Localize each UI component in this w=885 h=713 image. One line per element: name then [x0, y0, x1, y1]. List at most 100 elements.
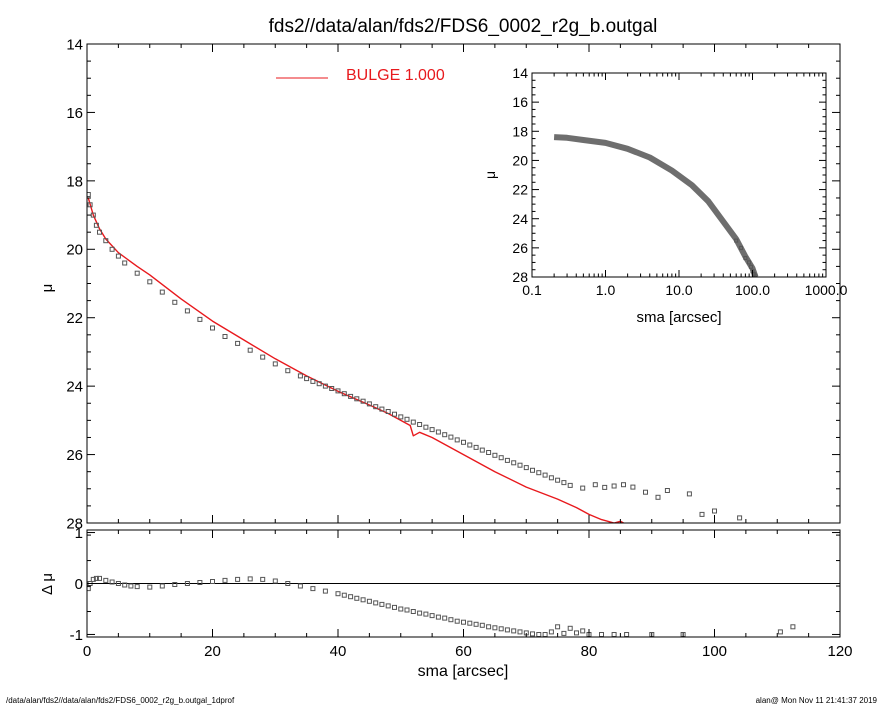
residual-data-point [366, 598, 372, 604]
main-data-point [664, 488, 670, 493]
residual-ylabel: Δ μ [39, 573, 56, 595]
residual-xtick-label: 120 [827, 643, 852, 660]
residual-ytick-label: 0 [75, 576, 83, 593]
main-data-point [90, 212, 96, 218]
main-data-point [517, 462, 523, 468]
residual-series-0 [87, 575, 796, 637]
residual-data-point [548, 629, 554, 635]
main-data-point [712, 508, 717, 514]
inset-series-1 [734, 238, 758, 277]
residual-xtick-label: 0 [83, 643, 91, 660]
main-data-point [492, 452, 498, 458]
inset-plot: 0.1 1.0 10.0 100.0 1000.0 14 16 18 20 22 24 26 28 sma… [482, 65, 848, 326]
main-data-point [222, 334, 228, 339]
residual-data-point [517, 629, 523, 635]
main-series-0 [87, 197, 625, 523]
inset-data-point [753, 273, 758, 277]
main-data-point [172, 299, 178, 305]
residual-data-point [159, 583, 165, 589]
main-data-point [643, 489, 648, 495]
main-data-point [122, 260, 128, 266]
residual-xtick-label: 20 [204, 643, 221, 660]
residual-data-point [385, 603, 391, 609]
main-data-point [247, 347, 253, 353]
inset-xtick-label: 10.0 [665, 282, 692, 298]
main-data-point [210, 325, 215, 331]
residual-data-point [410, 609, 416, 614]
main-ytick-label: 28 [66, 515, 83, 532]
inset-ytick-label: 26 [512, 240, 528, 256]
main-ytick-label: 20 [66, 242, 83, 259]
main-ylabel: μ [39, 284, 56, 293]
main-ytick-label: 16 [66, 105, 83, 122]
main-data-point [87, 202, 93, 208]
residual-data-point [473, 621, 479, 627]
main-ytick-label: 22 [66, 310, 83, 327]
main-data-point [109, 246, 115, 252]
main-data-point [592, 482, 598, 488]
residual-data-point [574, 630, 579, 636]
main-data-point [737, 515, 743, 521]
main-data-point [448, 434, 454, 440]
main-data-point [360, 398, 366, 404]
chart-title: fds2//data/alan/fds2/FDS6_0002_r2g_b.out… [269, 16, 658, 37]
residual-data-point [423, 611, 429, 617]
main-data-point [423, 424, 429, 430]
residual-data-point [285, 581, 291, 586]
residual-data-point [222, 577, 228, 583]
inset-ytick-label: 20 [512, 152, 528, 168]
inset-data-point [748, 264, 753, 269]
main-data-point [147, 279, 153, 285]
inset-xtick-label: 100.0 [735, 282, 770, 298]
inset-data-point [739, 245, 744, 250]
main-data-point [473, 444, 479, 450]
residual-data-point [790, 624, 796, 630]
residual-data-point [310, 586, 316, 592]
residual-data-point [128, 583, 134, 589]
inset-series-line [553, 134, 759, 277]
main-data-point [297, 373, 303, 379]
main-data-point [580, 485, 586, 491]
residual-data-point [448, 617, 454, 623]
main-data-point [97, 229, 102, 235]
residual-data-point [184, 581, 190, 586]
residual-data-point [542, 632, 548, 637]
residual-data-point [109, 579, 115, 585]
residual-data-point [297, 583, 303, 589]
residual-data-point [235, 576, 241, 582]
residual-xlabel: sma [arcsec] [418, 663, 509, 680]
residual-data-point [379, 601, 385, 607]
main-data-point [536, 470, 542, 476]
legend-label: BULGE 1.000 [346, 67, 445, 84]
main-data-point [329, 386, 335, 391]
residual-xtick-label: 100 [702, 643, 727, 660]
main-data-point [442, 432, 448, 438]
residual-data-point [611, 632, 617, 637]
main-data-point [429, 427, 435, 433]
residual-data-point [561, 630, 567, 636]
residual-ytick-label: 1 [75, 525, 83, 542]
main-data-point [184, 308, 190, 314]
main-data-point [134, 270, 140, 276]
main-data-point [260, 354, 266, 360]
main-ytick-label: 24 [66, 379, 83, 396]
residual-data-point [354, 595, 360, 601]
inset-ytick-label: 14 [512, 65, 528, 81]
main-data-point [486, 450, 492, 455]
residual-data-point [429, 613, 435, 619]
residual-data-point [599, 632, 604, 637]
inset-ytick-label: 18 [512, 123, 528, 139]
inset-xtick-label: 1000.0 [805, 282, 848, 298]
main-data-point [335, 388, 341, 394]
residual-data-point [335, 591, 341, 597]
residual-data-point [530, 631, 535, 637]
residual-data-point [87, 586, 91, 592]
main-data-point [310, 378, 316, 384]
main-series-1 [87, 192, 743, 521]
residual-data-point [373, 600, 379, 606]
main-data-point [542, 472, 548, 478]
main-data-point [410, 419, 416, 425]
main-data-point [523, 465, 529, 471]
residual-data-point [348, 594, 354, 600]
inset-ytick-label: 24 [512, 211, 528, 227]
